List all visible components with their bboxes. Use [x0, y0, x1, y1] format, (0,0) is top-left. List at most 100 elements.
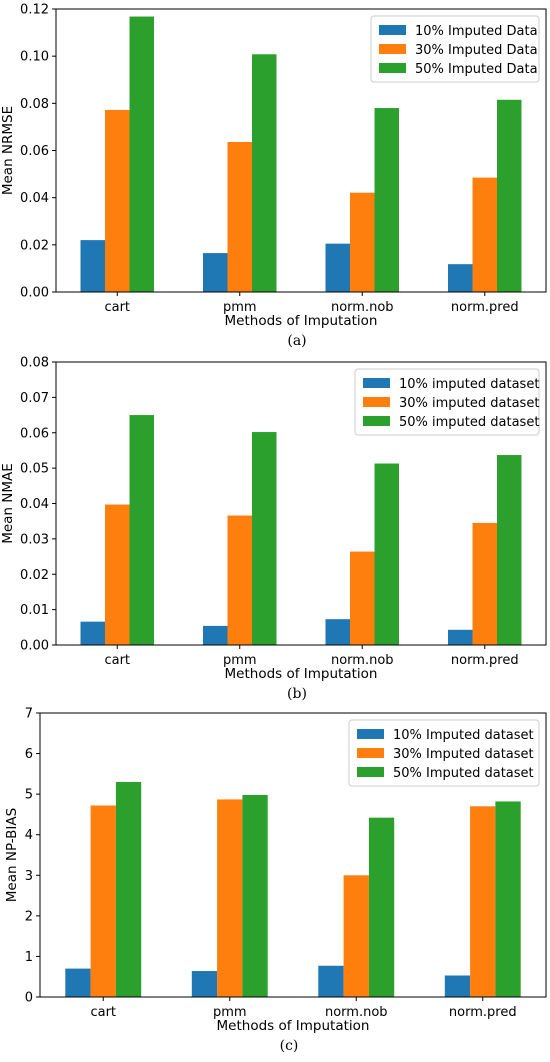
bar-30-imputed-data-norm-pred [472, 177, 497, 292]
legend-entry-label: 50% imputed dataset [399, 415, 539, 430]
legend-box [348, 719, 540, 787]
y-tick-label: 0.02 [20, 238, 49, 253]
y-tick-label: 5 [25, 788, 33, 803]
legend-swatch [363, 378, 390, 388]
panel-caption: (a) [287, 333, 306, 349]
x-tick-label: pmm [223, 300, 257, 315]
y-axis-label: Mean NP-BIAS [4, 808, 20, 902]
bar-10-imputed-dataset-pmm [203, 625, 228, 645]
y-tick-label: 1 [25, 950, 33, 965]
plot-frame [55, 8, 547, 293]
y-tick-label: 0.08 [20, 356, 49, 371]
bar-50-imputed-data-cart [129, 16, 154, 293]
bar-10-imputed-dataset-cart [65, 968, 91, 997]
y-tick-label: 0.06 [20, 426, 49, 441]
legend-entry-label: 10% Imputed dataset [393, 728, 534, 743]
y-tick-label: 0.04 [20, 497, 49, 512]
panel-caption: (b) [287, 686, 307, 702]
bar-50-imputed-dataset-norm-pred [495, 801, 521, 997]
legend-swatch [379, 63, 406, 73]
x-tick-label: norm.pred [451, 300, 519, 315]
bar-50-imputed-data-norm-pred [497, 99, 522, 292]
y-axis-label: Mean NRMSE [0, 106, 16, 195]
x-axis-label: Methods of Imputation [225, 666, 378, 682]
y-tick-label: 0.01 [20, 603, 49, 618]
y-axis-label: Mean NMAE [0, 463, 16, 544]
legend-entry-label: 10% imputed dataset [399, 377, 539, 392]
legend-swatch [357, 748, 384, 758]
bar-50-imputed-dataset-pmm [242, 794, 268, 997]
legend-entry-label: 50% Imputed dataset [393, 766, 534, 781]
x-tick-label: norm.nob [325, 1005, 388, 1020]
x-tick-label: pmm [223, 653, 257, 668]
bar-50-imputed-dataset-cart [129, 415, 154, 645]
legend-swatch [379, 25, 406, 35]
bar-30-imputed-data-cart [105, 109, 130, 292]
x-tick-label: norm.nob [331, 300, 394, 315]
plot-frame [39, 712, 547, 998]
legend-entry-label: 30% imputed dataset [399, 396, 539, 411]
bar-10-imputed-data-pmm [203, 253, 228, 292]
bar-30-imputed-data-norm-nob [350, 192, 375, 292]
legend-entry-label: 30% Imputed dataset [393, 747, 534, 762]
x-tick-label: norm.pred [451, 653, 519, 668]
y-tick-label: 7 [25, 707, 33, 722]
legend-swatch [363, 397, 390, 407]
y-tick-label: 4 [25, 828, 33, 843]
x-tick-label: cart [104, 300, 130, 315]
y-tick-label: 0.00 [20, 639, 49, 654]
legend-swatch [357, 767, 384, 777]
y-tick-label: 0.10 [20, 50, 49, 65]
y-tick-label: 0 [25, 991, 33, 1006]
legend-entry-label: 30% Imputed Data [415, 43, 538, 58]
y-tick-label: 0.07 [20, 391, 49, 406]
bar-30-imputed-dataset-norm-nob [343, 875, 369, 997]
bar-10-imputed-dataset-norm-pred [448, 629, 473, 645]
bar-50-imputed-data-norm-nob [374, 108, 399, 292]
chart-panel-2: 0.00 0.01 0.02 0.03 0.04 0.05 0.06 0.07 0.08 cart… [0, 356, 547, 702]
y-tick-label: 0.05 [20, 462, 49, 477]
y-tick-label: 0.03 [20, 532, 49, 547]
bar-30-imputed-dataset-cart [105, 504, 130, 645]
bar-50-imputed-dataset-norm-pred [497, 455, 522, 645]
bar-50-imputed-dataset-pmm [252, 432, 277, 645]
legend: 10% imputed dataset 30% imputed dataset 50… [354, 368, 540, 436]
chart-panel-3: 0 1 2 3 4 5 6 7 cart pmm norm.nob norm.pred Methods … [4, 707, 547, 1054]
y-tick-label: 0.02 [20, 568, 49, 583]
legend: 10% Imputed Data 30% Imputed Data 50% Impu… [370, 15, 540, 83]
bar-50-imputed-data-pmm [252, 54, 277, 292]
plot-frame [55, 361, 547, 646]
bar-50-imputed-dataset-norm-nob [374, 463, 399, 645]
legend-entry-label: 10% Imputed Data [415, 24, 538, 39]
x-tick-label: cart [90, 1005, 116, 1020]
bar-30-imputed-dataset-norm-nob [350, 551, 375, 645]
bar-10-imputed-dataset-norm-pred [444, 975, 471, 997]
x-tick-label: cart [104, 653, 130, 668]
y-tick-label: 0.00 [20, 286, 49, 301]
bar-30-imputed-data-pmm [227, 142, 252, 292]
legend: 10% Imputed dataset 30% Imputed dataset 50… [348, 719, 540, 787]
bar-30-imputed-dataset-pmm [227, 515, 252, 645]
y-tick-label: 6 [25, 747, 33, 762]
bar-10-imputed-dataset-cart [80, 621, 105, 645]
bar-50-imputed-dataset-norm-nob [368, 817, 395, 997]
legend-swatch [379, 44, 406, 54]
bar-30-imputed-dataset-norm-pred [472, 522, 497, 645]
y-tick-label: 0.08 [20, 97, 49, 112]
bar-10-imputed-data-norm-nob [325, 243, 350, 292]
bar-10-imputed-data-cart [80, 240, 105, 292]
legend-entry-label: 50% Imputed Data [415, 62, 538, 77]
x-axis-label: Methods of Imputation [225, 313, 378, 329]
x-tick-label: norm.pred [449, 1005, 517, 1020]
bar-30-imputed-dataset-cart [90, 805, 116, 997]
y-tick-label: 0.12 [20, 3, 49, 18]
bar-10-imputed-dataset-norm-nob [318, 965, 344, 997]
bar-30-imputed-dataset-norm-pred [470, 806, 496, 997]
chart-panel-1: 0.00 0.02 0.04 0.06 0.08 0.10 0.12 cart pmm norm.… [0, 3, 547, 349]
legend-box [354, 368, 540, 436]
panel-caption: (c) [280, 1038, 299, 1054]
bar-50-imputed-dataset-cart [115, 781, 142, 997]
legend-swatch [363, 416, 390, 426]
bar-30-imputed-dataset-pmm [217, 799, 243, 997]
